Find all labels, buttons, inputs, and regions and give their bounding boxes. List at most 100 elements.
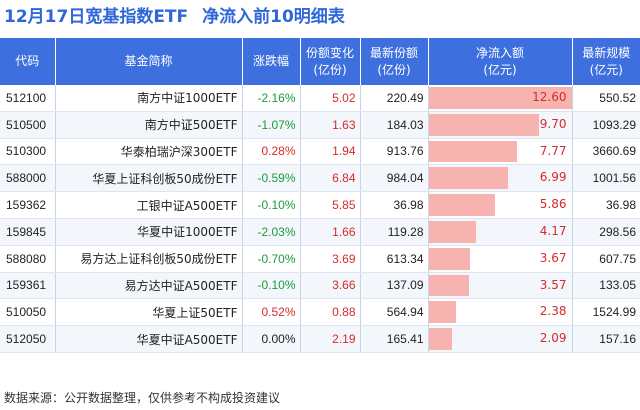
cell-code: 588080 [0,245,56,273]
cell-code: 159361 [0,272,56,300]
cell-code: 512100 [0,85,56,112]
cell-shares: 165.41 [360,325,429,353]
cell-name: 华夏上证科创板50成份ETF [55,164,243,193]
table-row: 588000 华夏上证科创板50成份ETF -0.59% 6.84 984.04 6.99… [0,164,640,193]
cell-share-change: 1.94 [300,138,361,166]
cell-change: 0.52% [242,298,301,327]
inflow-value: 12.60 [532,90,567,104]
cell-name: 易方达中证A500ETF [55,272,243,300]
table-row: 159362 工银中证A500ETF -0.10% 5.85 36.98 5.86 36.9… [0,191,640,219]
cell-share-change: 3.69 [300,245,361,273]
cell-change: -2.16% [242,85,301,112]
cell-shares: 220.49 [360,85,429,112]
header-scale: 最新规模 (亿元) [572,38,640,85]
inflow-value: 5.86 [539,197,567,212]
cell-net-inflow: 2.38 [428,298,573,327]
header-share-change: 份额变化 (亿份) [300,38,361,85]
inflow-bar [428,301,456,324]
cell-share-change: 0.88 [300,298,361,327]
header-change: 涨跌幅 [242,38,301,85]
table-header-row: 代码 基金简称 涨跌幅 份额变化 (亿份) 最新份额 (亿份) 净流入额 (亿元… [0,38,640,85]
cell-net-inflow: 4.17 [428,218,573,246]
cell-code: 510300 [0,138,56,166]
cell-change: -0.59% [242,164,301,193]
cell-name: 工银中证A500ETF [55,191,243,219]
source-note: 数据来源：公开数据整理，仅供参考不构成投资建议 [4,391,281,405]
cell-share-change: 2.19 [300,325,361,353]
cell-shares: 613.34 [360,245,429,273]
page-title: 12月17日宽基指数ETF 净流入前10明细表 [4,4,345,30]
cell-net-inflow: 7.77 [428,138,573,166]
cell-change: 0.28% [242,138,301,166]
header-net-inflow: 净流入额 (亿元) [428,38,573,85]
table-row: 510300 华泰柏瑞沪深300ETF 0.28% 1.94 913.76 7.77 366… [0,138,640,166]
inflow-value: 3.67 [539,250,567,265]
cell-name: 华夏中证A500ETF [55,325,243,353]
cell-change: 0.00% [242,325,301,353]
cell-code: 512050 [0,325,56,353]
etf-table: 代码 基金简称 涨跌幅 份额变化 (亿份) 最新份额 (亿份) 净流入额 (亿元… [0,38,640,353]
inflow-value: 9.70 [539,116,567,131]
cell-shares: 984.04 [360,164,429,193]
cell-name: 南方中证1000ETF [55,85,243,112]
cell-net-inflow: 2.09 [428,325,573,353]
cell-code: 159845 [0,218,56,246]
cell-scale: 133.05 [572,272,640,300]
table-row: 510500 南方中证500ETF -1.07% 1.63 184.03 9.70 1093… [0,111,640,139]
inflow-value: 6.99 [539,170,567,185]
inflow-bar [428,274,470,297]
cell-scale: 550.52 [572,85,640,112]
header-name: 基金简称 [55,38,243,85]
cell-net-inflow: 6.99 [428,164,573,193]
cell-scale: 607.75 [572,245,640,273]
table-row: 512050 华夏中证A500ETF 0.00% 2.19 165.41 2.09 157.… [0,325,640,353]
inflow-bar [428,113,539,136]
cell-scale: 3660.69 [572,138,640,166]
cell-net-inflow: 3.57 [428,272,573,300]
inflow-value: 7.77 [539,143,567,158]
inflow-bar [428,220,476,243]
cell-change: -0.70% [242,245,301,273]
cell-net-inflow: 12.60 [428,85,573,112]
inflow-value: 2.09 [539,331,567,346]
cell-shares: 137.09 [360,272,429,300]
cell-scale: 1093.29 [572,111,640,139]
cell-shares: 119.28 [360,218,429,246]
cell-share-change: 1.63 [300,111,361,139]
inflow-bar [428,167,508,190]
inflow-value: 4.17 [539,223,567,238]
cell-share-change: 5.85 [300,191,361,219]
cell-shares: 564.94 [360,298,429,327]
header-code: 代码 [0,38,56,85]
cell-change: -2.03% [242,218,301,246]
cell-name: 易方达上证科创板50成份ETF [55,245,243,273]
cell-code: 159362 [0,191,56,219]
cell-share-change: 5.02 [300,85,361,112]
table-row: 588080 易方达上证科创板50成份ETF -0.70% 3.69 613.34 3.6… [0,245,640,273]
cell-share-change: 1.66 [300,218,361,246]
cell-scale: 1524.99 [572,298,640,327]
inflow-bar [428,140,517,163]
inflow-value: 3.57 [539,277,567,292]
inflow-bar [428,328,453,350]
inflow-bar [428,194,495,216]
cell-shares: 913.76 [360,138,429,166]
title-desc-part: 净流入前10明细表 [202,7,345,27]
table-row: 510050 华夏上证50ETF 0.52% 0.88 564.94 2.38 1524.9… [0,298,640,327]
cell-change: -1.07% [242,111,301,139]
cell-change: -0.10% [242,272,301,300]
inflow-bar [428,87,571,109]
header-shares: 最新份额 (亿份) [360,38,429,85]
cell-share-change: 6.84 [300,164,361,193]
cell-shares: 184.03 [360,111,429,139]
table-row: 159845 华夏中证1000ETF -2.03% 1.66 119.28 4.17 298… [0,218,640,246]
cell-share-change: 3.66 [300,272,361,300]
table-row: 512100 南方中证1000ETF -2.16% 5.02 220.49 12.60 55… [0,85,640,112]
cell-name: 南方中证500ETF [55,111,243,139]
cell-code: 510050 [0,298,56,327]
cell-scale: 36.98 [572,191,640,219]
table-row: 159361 易方达中证A500ETF -0.10% 3.66 137.09 3.57 13… [0,272,640,300]
cell-scale: 298.56 [572,218,640,246]
cell-shares: 36.98 [360,191,429,219]
cell-scale: 1001.56 [572,164,640,193]
